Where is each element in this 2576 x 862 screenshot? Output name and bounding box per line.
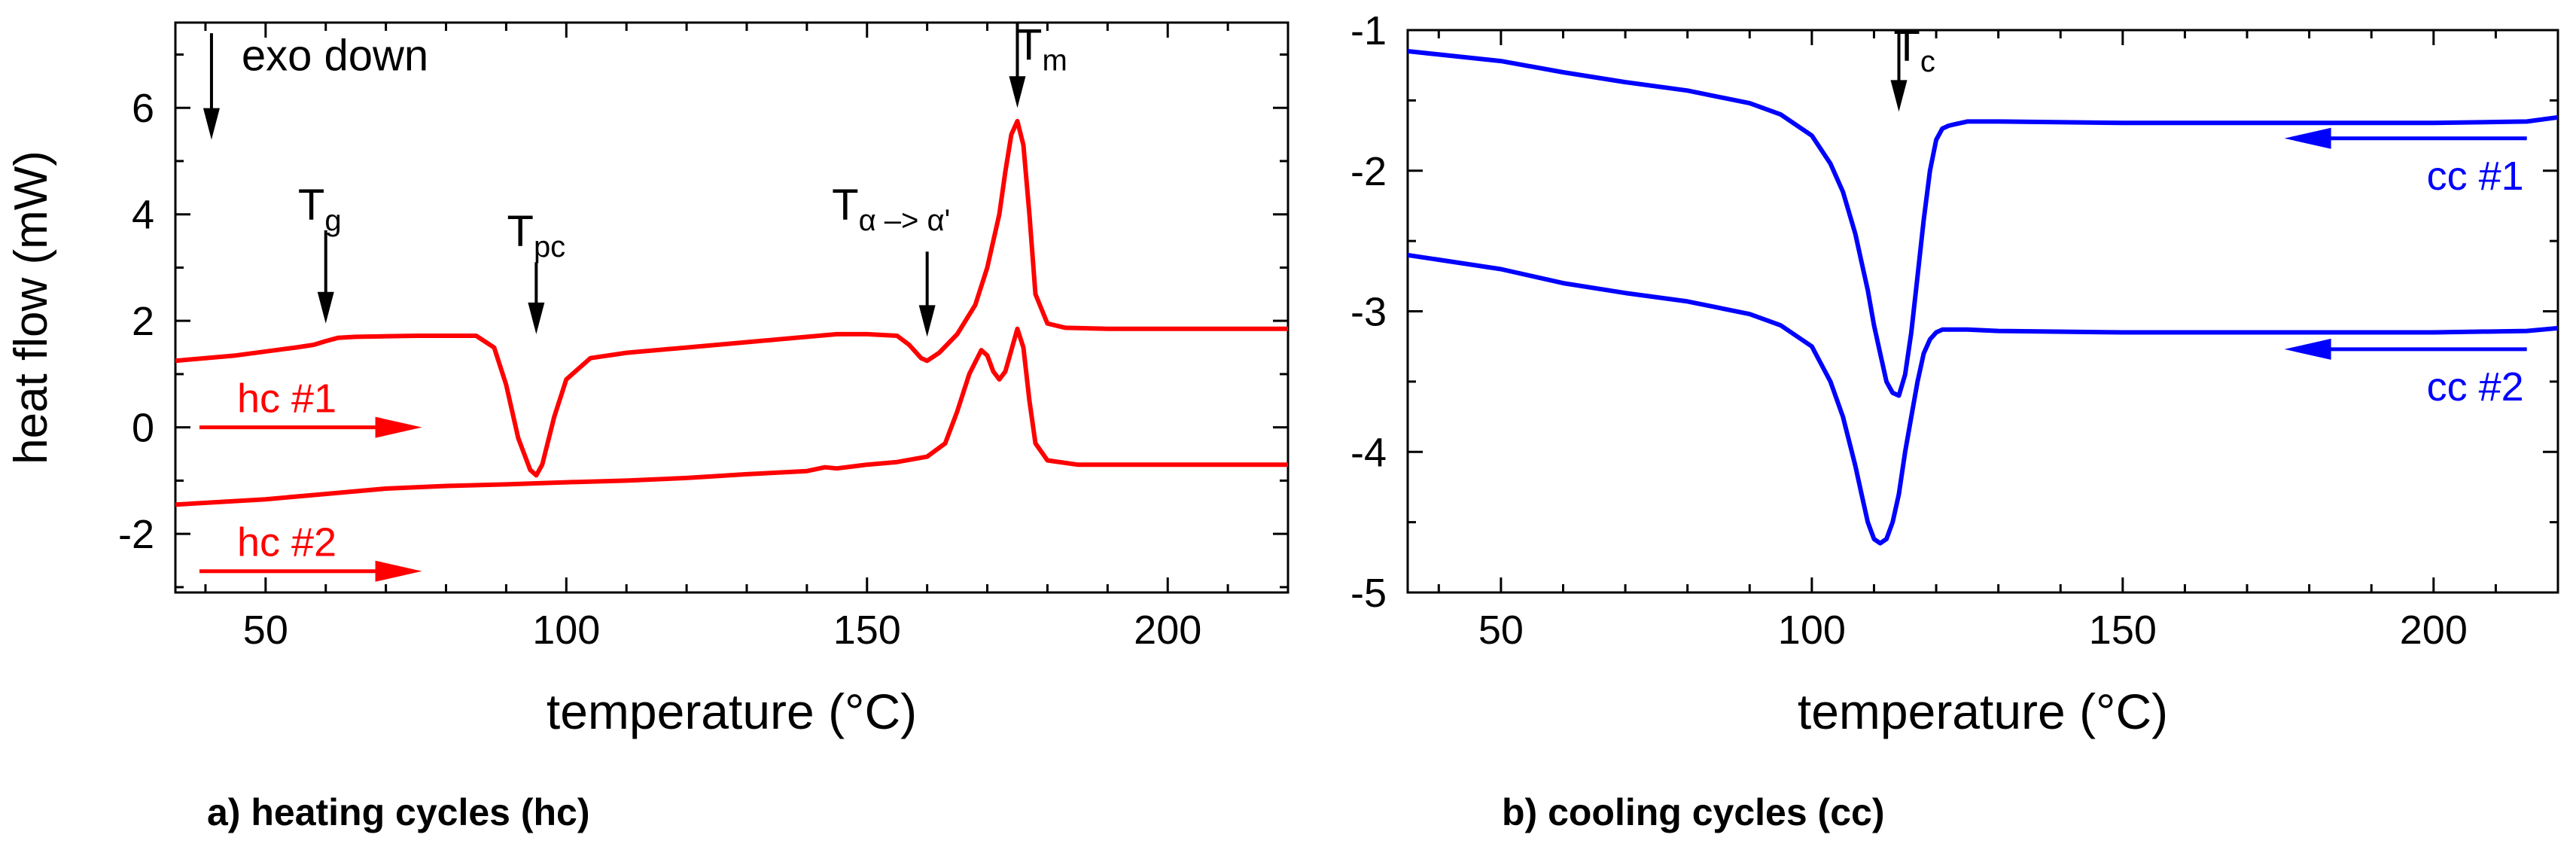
x-tick-label: 150 bbox=[2089, 608, 2157, 653]
x-axis-label: temperature (°C) bbox=[547, 684, 917, 739]
series-line-1 bbox=[1408, 49, 2558, 398]
annotation-label: Tpc bbox=[507, 207, 566, 263]
legend-arrow-head bbox=[375, 560, 422, 582]
caption-a: a) heating cycles (hc) bbox=[207, 791, 590, 833]
y-tick-label: -3 bbox=[1350, 290, 1387, 335]
x-tick-label: 50 bbox=[243, 608, 288, 653]
x-tick-label: 50 bbox=[1478, 608, 1524, 653]
plot-frame bbox=[174, 21, 1290, 594]
x-tick-label: 100 bbox=[1778, 608, 1846, 653]
legend-label: hc #1 bbox=[237, 376, 336, 422]
x-tick-label: 200 bbox=[1134, 608, 1201, 653]
annotation-arrow-head bbox=[1009, 76, 1026, 108]
x-tick-label: 150 bbox=[833, 608, 901, 653]
legend-label: hc #2 bbox=[237, 520, 336, 565]
series-group bbox=[175, 118, 1288, 507]
legend-arrow-head bbox=[375, 416, 422, 438]
panel-b: 50 100 150 200 -5 -4 -3 -2 -1 temperature (°C) cc … bbox=[1350, 8, 2559, 739]
y-tick-label: -2 bbox=[1350, 149, 1387, 194]
legend-arrow-head bbox=[2284, 338, 2331, 360]
x-axis-label: temperature (°C) bbox=[1798, 684, 2168, 739]
y-tick-label: 4 bbox=[132, 193, 154, 238]
legend-arrow-head bbox=[2284, 127, 2331, 149]
legend-label: cc #1 bbox=[2427, 154, 2524, 199]
caption-b: b) cooling cycles (cc) bbox=[1502, 791, 1885, 833]
x-tick-label: 100 bbox=[532, 608, 600, 653]
y-tick-label: -5 bbox=[1350, 571, 1387, 616]
annotation-arrow-head bbox=[202, 108, 220, 140]
y-axis-label: heat flow (mW) bbox=[5, 151, 57, 465]
series-line-1 bbox=[175, 118, 1288, 478]
annotation-arrow-head bbox=[1890, 80, 1908, 112]
y-tick-label: 6 bbox=[132, 86, 154, 131]
plot-frame bbox=[1406, 29, 2559, 594]
annotation-label: Tc bbox=[1893, 22, 1935, 78]
annotation-label: Tm bbox=[1015, 21, 1067, 78]
annotation-arrow-head bbox=[317, 291, 334, 324]
panel-a: 50 100 150 200 -2 0 2 4 6 temperature (°C) heat fl… bbox=[5, 21, 1290, 739]
x-tick-label: 200 bbox=[2400, 608, 2468, 653]
series-line-2 bbox=[175, 326, 1288, 507]
y-tick-label: -1 bbox=[1350, 8, 1387, 53]
annotation-arrow-head bbox=[918, 305, 936, 337]
annotation-label: Tg bbox=[298, 181, 342, 237]
y-tick-label: 0 bbox=[132, 406, 154, 451]
legend-label: cc #2 bbox=[2427, 364, 2524, 410]
annotation-label: exo down bbox=[242, 32, 428, 81]
annotation-label: Tα –> α' bbox=[832, 181, 950, 237]
y-tick-label: -4 bbox=[1350, 430, 1387, 475]
series-line-2 bbox=[1408, 252, 2558, 546]
y-tick-label: -2 bbox=[118, 512, 154, 557]
series-group bbox=[1408, 49, 2558, 546]
y-tick-label: 2 bbox=[132, 299, 154, 344]
annotation-arrow-head bbox=[528, 302, 545, 334]
